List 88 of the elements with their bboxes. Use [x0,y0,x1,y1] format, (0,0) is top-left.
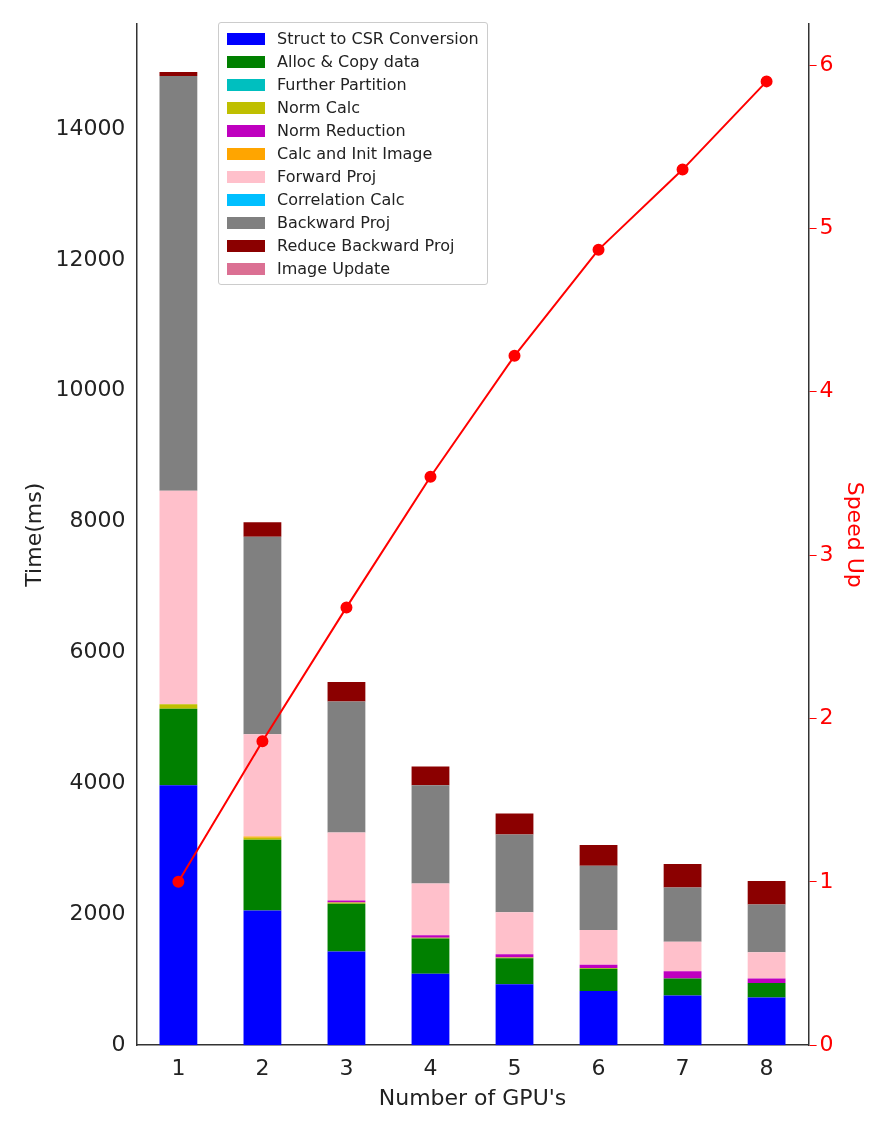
legend-label: Backward Proj [277,213,391,232]
x-tick-label: 1 [171,1055,186,1081]
point [172,875,185,888]
y2-tick-label: 4 [819,377,834,403]
bar [663,887,702,942]
y2-axis-title: Speed Up [843,481,869,588]
legend-label: Alloc & Copy data [277,52,420,71]
bar [327,832,366,901]
bar [747,904,786,953]
y-tick-label: 0 [111,1030,126,1056]
bar [159,708,198,786]
y2-tick-label: 3 [819,540,834,566]
bar [495,958,534,985]
x-tick-label: 2 [255,1055,270,1081]
bar [243,910,282,1046]
y2-tick-label: 1 [819,867,834,893]
bar [579,968,618,991]
y-tick-label: 14000 [55,114,126,140]
legend-label: Norm Reduction [277,121,406,140]
y-axis-title: Time(ms) [20,482,46,588]
point [508,349,521,362]
point [256,735,269,748]
y2-tick-label: 5 [819,214,834,240]
bar [747,978,786,984]
bar [159,71,198,76]
bar [495,984,534,1046]
bar [579,865,618,931]
y-tick-label: 6000 [69,638,126,664]
bar [579,844,618,866]
legend-label: Calc and Init Image [277,144,433,163]
legend-label: Forward Proj [277,167,377,186]
x-tick-label: 6 [591,1055,606,1081]
bar [327,681,366,702]
bar [411,785,450,884]
bar [747,997,786,1046]
bar [159,704,198,709]
point [424,470,437,483]
legend-label: Norm Calc [277,98,360,117]
bar [243,536,282,735]
bar [663,971,702,979]
bar [243,522,282,537]
y-tick-label: 10000 [55,376,126,402]
bar [327,951,366,1046]
bar [663,863,702,888]
bar [411,938,450,974]
x-tick-label: 5 [507,1055,522,1081]
bar [663,995,702,1046]
x-tick-label: 7 [675,1055,690,1081]
bar [663,941,702,972]
legend-label: Image Update [277,259,391,278]
legend-label: Correlation Calc [277,190,405,209]
point [592,243,605,256]
y2-tick-label: 2 [819,704,834,730]
bar [159,785,198,1046]
bar [747,952,786,979]
bar [411,883,450,936]
bar [411,973,450,1046]
bar [411,766,450,786]
point [340,601,353,614]
bar [495,834,534,913]
x-tick-label: 4 [423,1055,438,1081]
y2-tick-label: 6 [819,50,834,76]
bar [579,930,618,965]
y-tick-label: 8000 [69,507,126,533]
bar [579,990,618,1046]
y2-tick-label: 0 [819,1030,834,1056]
point [760,75,773,88]
bar [327,701,366,833]
bar [495,912,534,955]
bar [747,880,786,905]
bar [243,734,282,837]
point [676,163,689,176]
x-tick-label: 3 [339,1055,354,1081]
x-axis-title: Number of GPU's [378,1084,567,1110]
bar [747,983,786,998]
bar [159,490,198,705]
bar [663,978,702,996]
legend-label: Struct to CSR Conversion [277,29,479,48]
bar [495,813,534,835]
bar [159,75,198,491]
y-tick-label: 4000 [69,769,126,795]
legend-label: Further Partition [277,75,407,94]
bar [327,903,366,952]
x-tick-label: 8 [759,1055,774,1081]
bar [243,839,282,911]
y-tick-label: 12000 [55,245,126,271]
legend-label: Reduce Backward Proj [277,236,455,255]
y-tick-label: 2000 [69,900,126,926]
